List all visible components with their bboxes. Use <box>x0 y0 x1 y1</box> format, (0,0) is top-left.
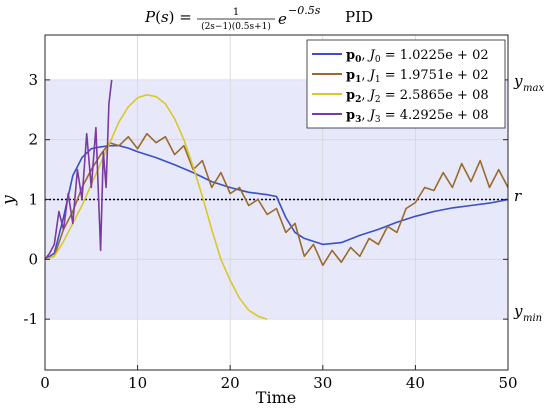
x-tick-label: 10 <box>128 374 147 392</box>
svg-text:y: y <box>513 302 523 320</box>
svg-text:P(s) =: P(s) = <box>144 8 192 26</box>
y-tick-label: 1 <box>28 191 38 209</box>
x-tick-label: 20 <box>221 374 240 392</box>
x-axis-label: Time <box>256 388 296 407</box>
legend: p0, J0 = 1.0225e + 02 p1, J1 = 1.9751e + … <box>306 39 506 129</box>
title-exp-base: e <box>278 10 287 28</box>
tick-labels: 0 10 20 30 40 50 -1 0 1 2 3 <box>23 71 517 392</box>
title-suffix: PID <box>345 8 373 26</box>
svg-text:min: min <box>523 313 542 324</box>
y-tick-label: 3 <box>28 71 38 89</box>
y-axis-label: y <box>0 195 19 206</box>
plot-frame <box>44 34 509 371</box>
x-tick-label: 50 <box>498 374 517 392</box>
legend-label-3: p3, J3 = 4.2925e + 08 <box>346 108 489 125</box>
legend-label-1: p1, J1 = 1.9751e + 02 <box>346 68 489 85</box>
title-fraction-denominator: (2s−1)(0.5s+1) <box>201 21 271 32</box>
right-label-r: r <box>514 187 522 205</box>
series-line-3 <box>45 79 113 260</box>
y-tick-label: -1 <box>23 310 38 328</box>
title-exp-sup: −0.5s <box>288 4 321 17</box>
legend-label-0: p0, J0 = 1.0225e + 02 <box>346 48 489 65</box>
x-tick-label: 0 <box>40 374 50 392</box>
series-line-1 <box>45 132 508 267</box>
x-tick-label: 40 <box>406 374 425 392</box>
right-label-ymax: y max <box>513 72 544 94</box>
title-fraction-numerator: 1 <box>233 7 239 18</box>
chart-title: P(s) = 1 (2s−1)(0.5s+1) e −0.5s PID <box>144 4 373 32</box>
svg-text:max: max <box>523 83 544 94</box>
right-label-ymin: y min <box>513 302 542 324</box>
y-tick-label: 2 <box>28 131 38 149</box>
svg-text:y: y <box>513 72 523 90</box>
x-tick-label: 30 <box>313 374 332 392</box>
legend-label-2: p2, J2 = 2.5865e + 08 <box>346 88 489 105</box>
y-tick-label: 0 <box>28 250 38 268</box>
axes <box>44 34 509 371</box>
series-line-2 <box>45 94 268 320</box>
svg-text:r: r <box>514 187 522 205</box>
series-layer <box>45 79 508 320</box>
